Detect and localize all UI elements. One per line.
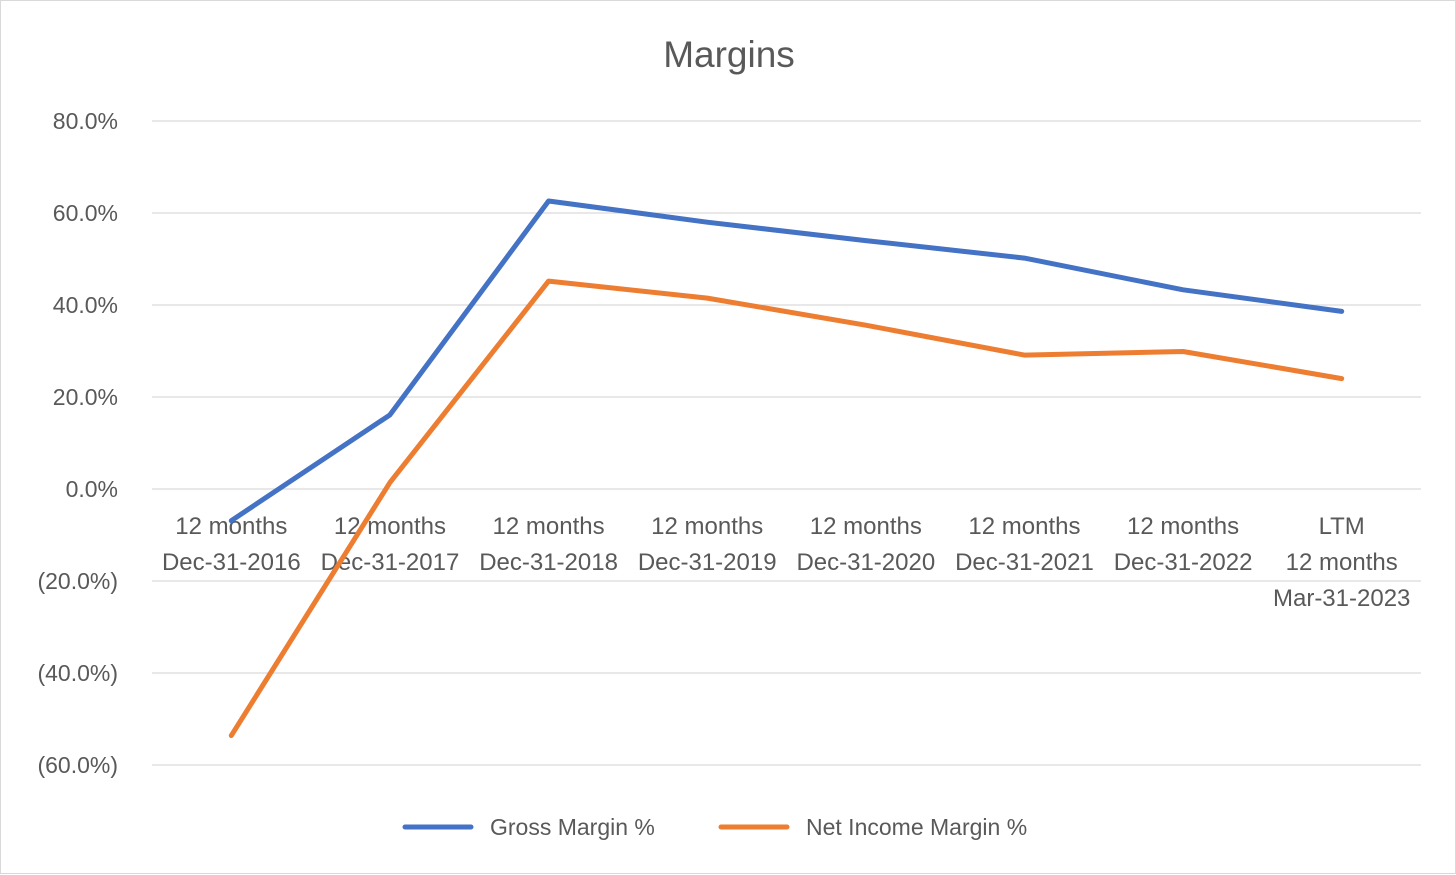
y-tick-label: 40.0% [53,292,118,318]
x-tick-label: 12 months [493,513,605,540]
y-tick-label: (40.0%) [37,660,118,686]
y-axis-ticks: 80.0% 60.0% 40.0% 20.0% 0.0% (20.0%) (40.0%) (6… [37,108,118,778]
legend: Gross Margin % Net Income Margin % [402,814,1027,840]
x-tick-label: 12 months [810,513,922,540]
x-tick-label: Mar-31-2023 [1273,585,1410,612]
x-tick-label: Dec-31-2018 [479,549,618,576]
series-line-gross-margin [228,198,1345,524]
x-tick-label: 12 months [334,513,446,540]
x-tick-label: 12 months [1127,513,1239,540]
y-tick-label: 20.0% [53,384,118,410]
x-tick-label: 12 months [651,513,763,540]
y-tick-label: (60.0%) [37,752,118,778]
series-line-net-income-margin [228,278,1345,739]
legend-label: Gross Margin % [490,814,655,840]
series-lines [228,198,1345,739]
x-tick-label: 12 months [1286,549,1398,576]
y-tick-label: (20.0%) [37,568,118,594]
x-tick-label: Dec-31-2022 [1114,549,1253,576]
x-tick-label: Dec-31-2021 [955,549,1094,576]
y-tick-label: 0.0% [66,476,118,502]
x-tick-label: LTM [1319,513,1365,540]
x-tick-label: Dec-31-2020 [796,549,935,576]
legend-label: Net Income Margin % [806,814,1027,840]
x-tick-label: 12 months [175,513,287,540]
y-tick-label: 60.0% [53,200,118,226]
x-tick-label: 12 months [968,513,1080,540]
x-tick-label: Dec-31-2016 [162,549,301,576]
gridlines [152,120,1421,766]
y-tick-label: 80.0% [53,108,118,134]
chart-title: Margins [663,34,795,75]
x-tick-label: Dec-31-2019 [638,549,777,576]
